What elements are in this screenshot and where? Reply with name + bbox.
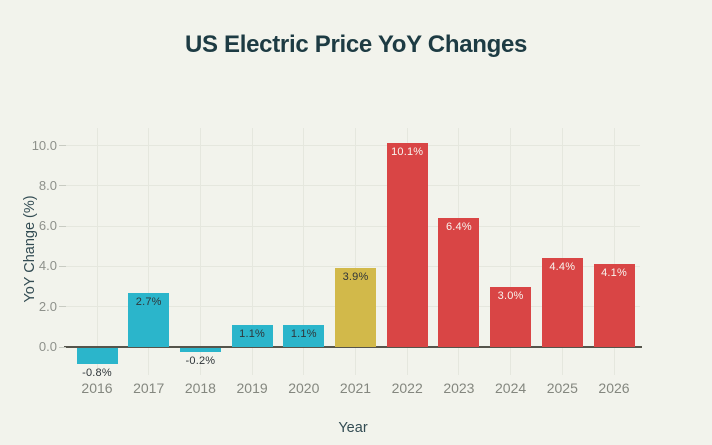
horizontal-gridline [66, 145, 640, 146]
bar-value-label: 1.1% [290, 327, 317, 340]
bar-value-label: 6.4% [445, 221, 472, 234]
x-tick-label: 2024 [495, 380, 527, 396]
vertical-gridline [355, 128, 356, 375]
vertical-gridline [561, 128, 563, 375]
y-tick-mark [59, 306, 66, 308]
x-tick-label: 2016 [81, 380, 113, 396]
y-tick-mark [59, 145, 66, 146]
bar-value-label: 3.9% [342, 271, 369, 284]
bar-value-label: 4.4% [549, 261, 576, 274]
vertical-gridline [303, 128, 305, 375]
bar-2022 [386, 143, 428, 347]
vertical-gridline [96, 128, 98, 375]
chart-title: US Electric Price YoY Changes [184, 31, 528, 58]
x-tick-label: 2018 [184, 380, 216, 396]
bar-2018 [179, 348, 221, 353]
x-tick-label: 2025 [546, 380, 578, 396]
y-tick-label: 10.0 [31, 137, 57, 153]
bar-2023 [438, 218, 480, 347]
horizontal-gridline [66, 265, 640, 267]
bar-value-label: -0.2% [185, 355, 216, 368]
y-axis-title: YoY Change (%) [22, 195, 38, 303]
vertical-gridline [148, 128, 150, 375]
horizontal-gridline [66, 225, 640, 227]
bar-2019 [231, 324, 273, 347]
y-tick-mark [59, 265, 66, 267]
vertical-gridline [613, 128, 615, 375]
bar-2016 [76, 348, 118, 365]
vertical-gridline [199, 128, 201, 375]
y-tick-label: 2.0 [38, 298, 57, 314]
bar-2026 [593, 264, 635, 347]
x-tick-label: 2022 [391, 380, 423, 396]
bar-value-label: 10.1% [391, 146, 424, 159]
y-tick-label: 4.0 [38, 258, 57, 274]
x-axis-title: Year [338, 420, 368, 436]
y-tick-mark [59, 185, 66, 187]
y-tick-label: 0.0 [38, 339, 57, 354]
vertical-gridline [510, 128, 512, 375]
x-tick-label: 2021 [339, 380, 372, 396]
bar-value-label: -0.8% [82, 367, 112, 380]
bar-2020 [283, 324, 325, 347]
bar-value-label: 2.7% [135, 295, 162, 308]
y-tick-label: 6.0 [38, 218, 57, 234]
bar-2021 [335, 268, 376, 347]
bar-2024 [490, 286, 532, 347]
bar-2017 [128, 292, 170, 347]
x-tick-label: 2026 [598, 380, 630, 396]
y-tick-mark [59, 225, 66, 227]
x-tick-label: 2017 [133, 380, 165, 396]
x-tick-label: 2019 [236, 380, 268, 396]
y-tick-mark [59, 346, 66, 348]
bar-2025 [541, 258, 583, 347]
horizontal-gridline [66, 185, 640, 187]
plot-area: -0.8% 2.7% -0.2% 1.1% 1.1% 3.9% 10.1% 6.4% 3.0% 4… [64, 128, 642, 379]
bar-value-label: 1.1% [239, 327, 266, 340]
x-tick-label: 2023 [443, 380, 475, 396]
bar-value-label: 3.0% [497, 289, 524, 302]
y-tick-label: 8.0 [38, 177, 57, 193]
x-tick-label: 2020 [288, 380, 320, 396]
vertical-gridline [251, 128, 253, 375]
bar-value-label: 4.1% [601, 267, 627, 280]
